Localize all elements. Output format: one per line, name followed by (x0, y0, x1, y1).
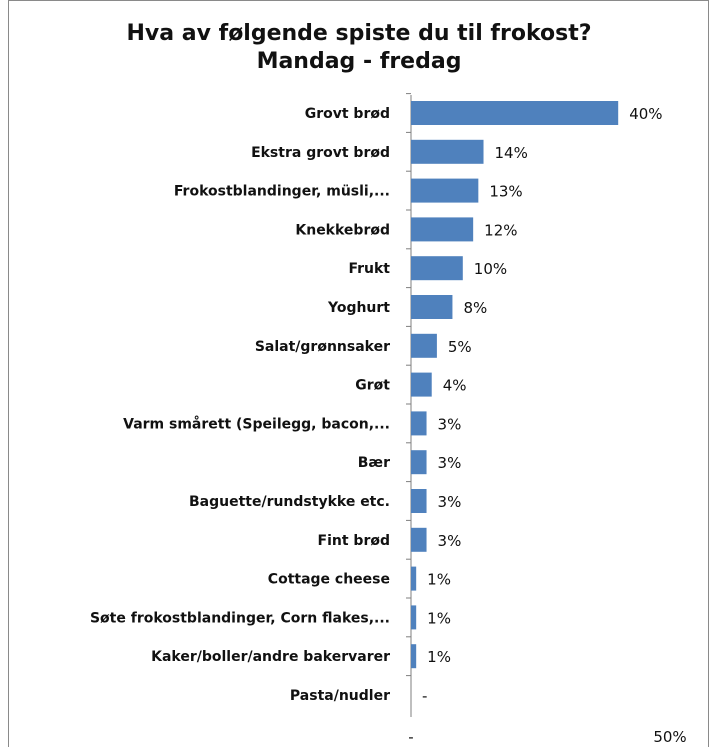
category-label: Ekstra grovt brød (251, 145, 390, 161)
bar (411, 295, 453, 319)
data-label: 3% (438, 493, 462, 511)
data-label: 3% (438, 532, 462, 550)
data-label: 4% (443, 377, 467, 395)
category-label: Varm smårett (Speilegg, bacon,... (123, 415, 390, 432)
category-label: Frukt (348, 261, 390, 277)
data-label: 1% (427, 571, 451, 589)
bar (411, 644, 417, 669)
data-label: 5% (448, 338, 472, 356)
category-label: Yoghurt (327, 300, 390, 316)
bar (411, 217, 474, 242)
x-tick-label: - (408, 728, 413, 746)
chart-title-block: Hva av følgende spiste du til frokost? M… (0, 20, 718, 76)
data-label: 1% (427, 609, 451, 627)
bar (411, 333, 437, 358)
bar (411, 411, 427, 436)
category-label: Fint brød (318, 533, 390, 549)
category-label: Baguette/rundstykke etc. (189, 494, 390, 510)
data-label: - (422, 687, 427, 705)
data-label: 3% (438, 454, 462, 472)
bar (411, 101, 619, 125)
category-label: Kaker/boller/andre bakervarer (151, 649, 390, 665)
bar (411, 450, 427, 475)
x-tick-label: 50% (653, 728, 686, 746)
chart-title: Hva av følgende spiste du til frokost? (126, 21, 592, 46)
category-label: Cottage cheese (268, 572, 390, 588)
category-label: Frokostblandinger, müsli,... (174, 184, 390, 200)
bar (411, 527, 427, 552)
data-label: 3% (438, 415, 462, 433)
category-label: Søte frokostblandinger, Corn flakes,... (90, 610, 390, 626)
data-label: 1% (427, 648, 451, 666)
chart-subtitle: Mandag - fredag (256, 49, 462, 74)
data-label: 40% (629, 105, 662, 123)
bar (411, 489, 427, 513)
category-label: Grovt brød (305, 106, 390, 122)
data-label: 14% (495, 144, 528, 162)
bar (411, 178, 479, 203)
bar (411, 605, 417, 630)
data-label: 10% (474, 260, 507, 278)
data-label: 8% (463, 299, 487, 317)
data-label: 12% (484, 221, 517, 239)
bar (411, 256, 463, 281)
bar (411, 372, 432, 397)
bar (411, 566, 417, 591)
category-label: Salat/grønnsaker (255, 339, 390, 355)
data-label: 13% (489, 183, 522, 201)
category-label: Knekkebrød (295, 222, 390, 238)
category-label: Pasta/nudler (290, 688, 390, 704)
category-label: Grøt (355, 378, 390, 394)
bar (411, 139, 484, 164)
category-label: Bær (358, 455, 390, 471)
